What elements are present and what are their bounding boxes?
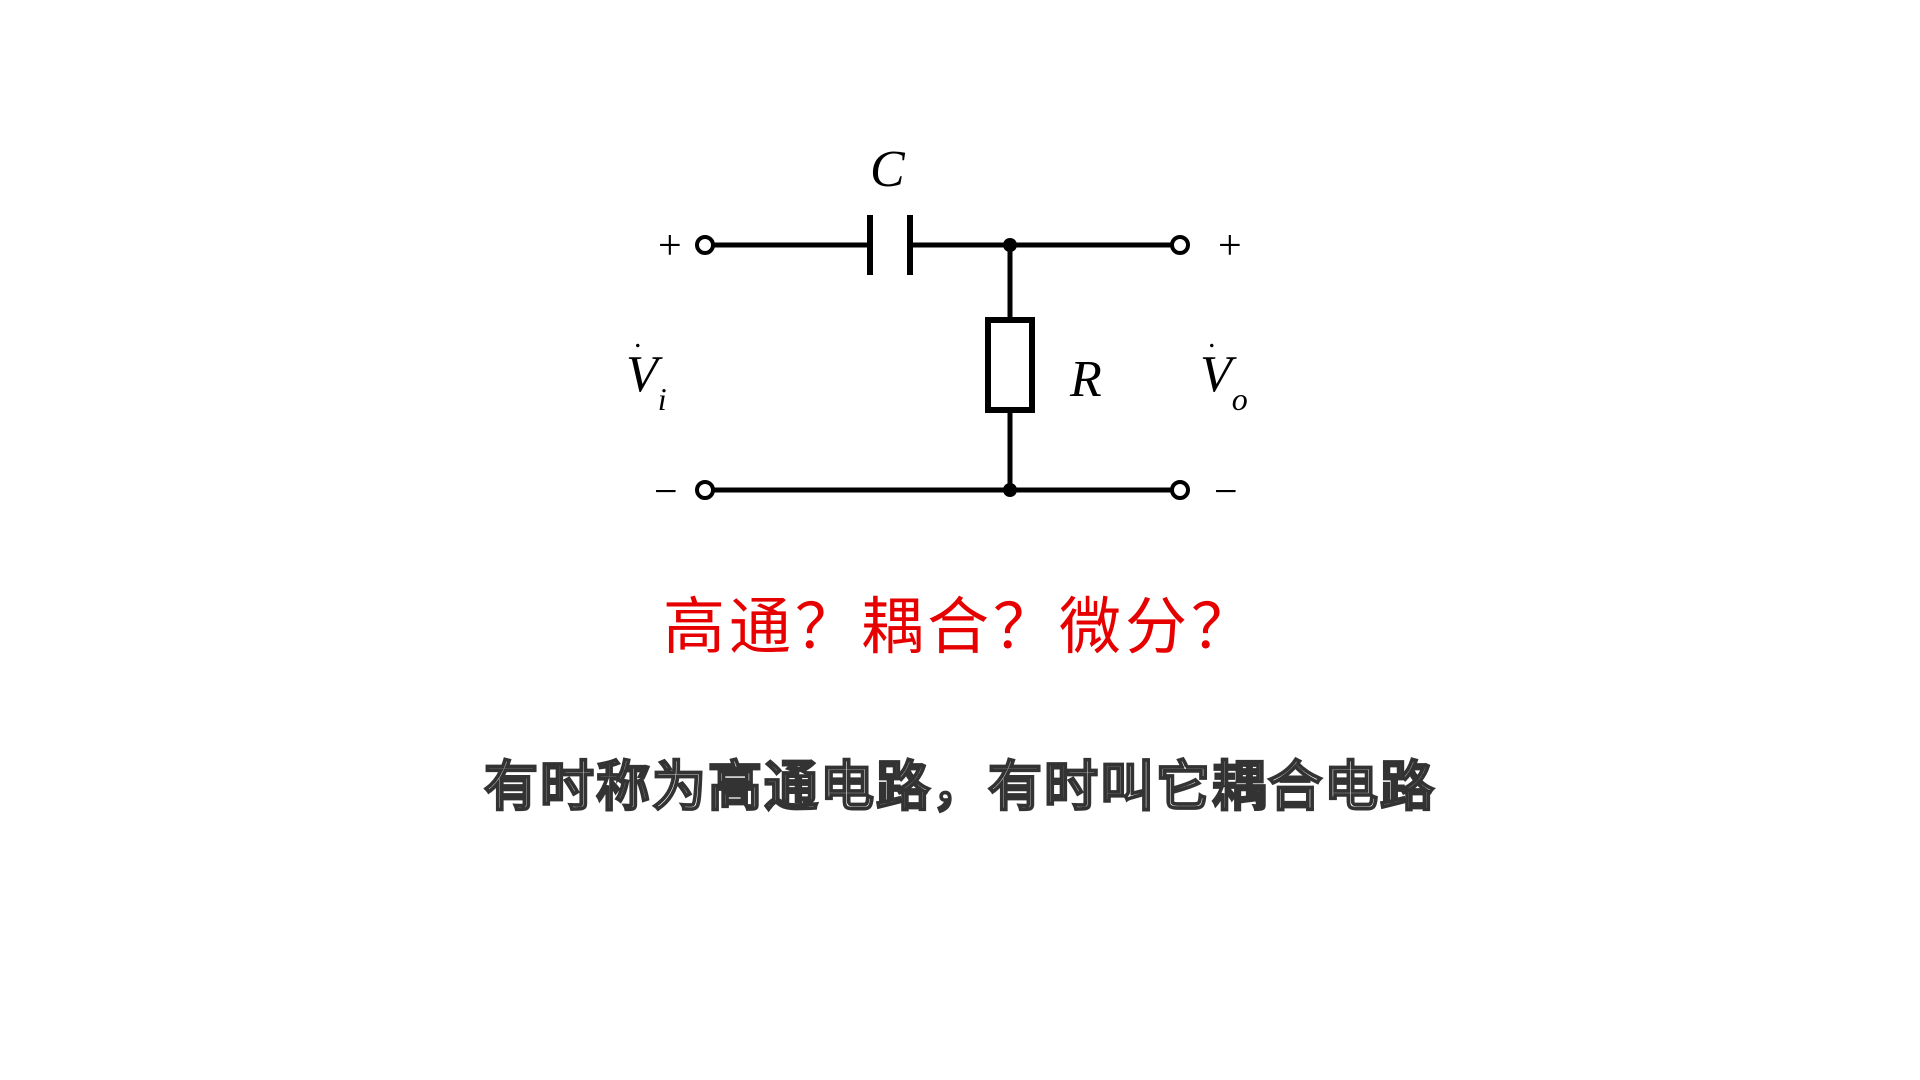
polarity-input-plus: + — [658, 222, 682, 270]
terminal-output-top — [1172, 237, 1188, 253]
label-input-voltage: . Vi — [626, 345, 667, 410]
label-capacitor: C — [870, 140, 905, 199]
polarity-input-minus: − — [654, 468, 678, 516]
label-vo-main: V — [1200, 346, 1232, 403]
subtitle-caption: 有时称为高通电路，有时叫它耦合电路 — [484, 742, 1436, 821]
label-resistor: R — [1070, 350, 1102, 409]
label-vo-sub: o — [1232, 381, 1248, 417]
title-question: 高通？耦合？微分？ — [663, 576, 1257, 666]
resistor-body — [988, 320, 1032, 410]
label-vi-sub: i — [658, 381, 667, 417]
polarity-output-plus: + — [1218, 222, 1242, 270]
label-vi-main: V — [626, 346, 658, 403]
circuit-diagram: C R . Vi . Vo + + − − — [560, 130, 1360, 580]
polarity-output-minus: − — [1214, 468, 1238, 516]
node-bottom — [1003, 483, 1017, 497]
label-output-voltage: . Vo — [1200, 345, 1248, 410]
terminal-input-top — [697, 237, 713, 253]
node-top — [1003, 238, 1017, 252]
terminal-input-bottom — [697, 482, 713, 498]
terminal-output-bottom — [1172, 482, 1188, 498]
